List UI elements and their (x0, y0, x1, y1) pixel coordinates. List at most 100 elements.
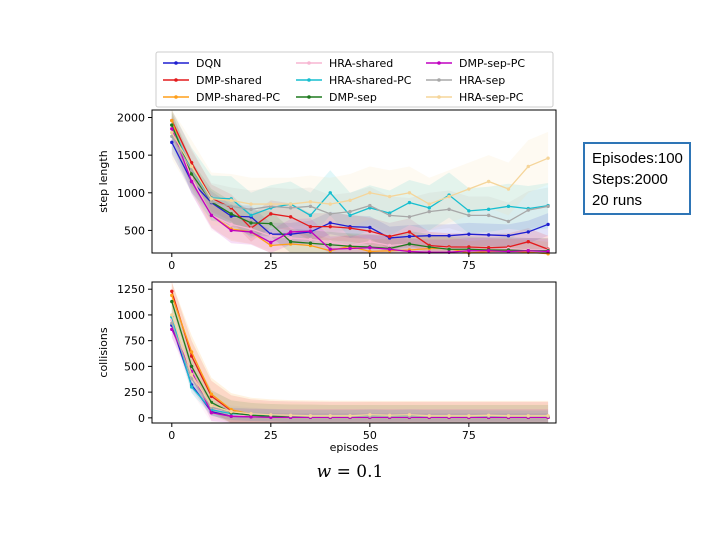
point-dqn (447, 233, 451, 238)
point-hra-sep-pc (427, 202, 431, 206)
point-dmp-shared (189, 160, 194, 165)
point-hra-shared (229, 222, 233, 227)
x-tick-label: 25 (264, 259, 278, 272)
point-hra-sep-pc (486, 413, 491, 417)
y-axis-label: step length (97, 150, 110, 212)
axes-frame (151, 109, 557, 254)
point-hra-sep-pc (546, 156, 550, 160)
band-dmp-sep-pc (171, 321, 549, 423)
point-dmp-sep (447, 247, 451, 251)
point-hra-sep-pc (447, 414, 451, 418)
point-dmp-sep (170, 299, 174, 304)
point-hra-sep (506, 219, 511, 224)
point-hra-sep-pc (387, 413, 392, 417)
point-dmp-sep-pc (209, 411, 214, 415)
point-hra-sep-pc (308, 414, 313, 418)
info-box: Episodes:100 Steps:2000 20 runs (583, 142, 691, 215)
point-dqn (486, 233, 491, 237)
point-hra-sep-pc (506, 414, 511, 418)
point-dmp-sep-pc (269, 240, 273, 245)
band-hra-sep (171, 316, 549, 423)
legend-marker-dmp-sep (307, 95, 311, 99)
point-dmp-sep (189, 172, 194, 176)
legend-marker-dmp-shared-pc (174, 95, 178, 99)
point-hra-sep (467, 213, 471, 218)
point-hra-sep-pc (348, 414, 352, 418)
point-hra-shared-pc (467, 209, 471, 213)
legend-frame (155, 51, 554, 108)
point-dmp-shared (308, 224, 313, 229)
point-dqn (427, 233, 431, 238)
band-dqn (171, 321, 549, 422)
point-dmp-sep-pc (189, 179, 194, 184)
point-dmp-sep-pc (249, 415, 253, 419)
point-dqn (546, 222, 550, 227)
point-hra-shared-pc (486, 207, 491, 212)
point-dmp-shared (328, 224, 332, 229)
point-hra-sep-pc (368, 191, 372, 195)
point-dmp-sep-pc (209, 213, 214, 218)
point-hra-sep (308, 204, 313, 209)
point-dmp-sep-pc (486, 249, 491, 253)
point-hra-shared (269, 233, 273, 238)
y-tick-label: 0 (138, 412, 145, 425)
point-hra-sep-pc (170, 313, 174, 317)
collisions-chart: 0 25 50 75025050075010001250collisionsepiso… (97, 281, 557, 454)
point-dmp-sep (427, 245, 431, 249)
point-dqn (467, 232, 471, 236)
band-dmp-shared (171, 282, 549, 423)
point-hra-sep-pc (189, 164, 194, 169)
legend-marker-dqn (174, 61, 178, 65)
series-line-dmp-shared (171, 120, 549, 250)
band-hra-shared (171, 304, 549, 423)
point-hra-shared-pc (328, 191, 332, 195)
series-line-hra-sep-pc (171, 132, 549, 205)
point-dmp-sep-pc (249, 230, 253, 234)
point-dmp-sep-pc (387, 247, 392, 251)
point-dmp-sep (170, 123, 174, 127)
point-dqn (526, 230, 530, 234)
point-dmp-sep-pc (229, 414, 233, 419)
point-hra-sep-pc (328, 202, 332, 206)
point-hra-sep-pc (229, 409, 233, 414)
x-tick-label: 50 (363, 259, 377, 272)
point-dmp-sep (189, 364, 194, 369)
point-dmp-shared (170, 289, 174, 293)
y-tick-label: 500 (124, 224, 145, 237)
point-hra-sep-pc (467, 414, 471, 418)
point-dmp-shared-pc (189, 350, 194, 354)
point-hra-sep (189, 168, 194, 172)
point-hra-sep-pc (368, 413, 372, 417)
x-tick-label: 75 (462, 259, 476, 272)
point-hra-shared-pc (407, 200, 412, 205)
point-hra-sep (387, 213, 392, 218)
legend-marker-hra-sep (437, 78, 441, 82)
point-hra-sep (486, 213, 491, 218)
point-hra-sep-pc (229, 198, 233, 203)
point-hra-sep-pc (288, 202, 293, 206)
point-dmp-sep-pc (506, 249, 511, 254)
point-dmp-sep-pc (170, 127, 174, 131)
point-hra-shared-pc (348, 213, 352, 218)
point-dmp-sep (328, 243, 332, 247)
point-hra-sep (170, 134, 174, 139)
point-hra-sep-pc (387, 194, 392, 199)
point-dmp-sep-pc (546, 249, 550, 254)
series-line-hra-sep-pc (171, 314, 549, 417)
legend-marker-dmp-sep-pc (437, 61, 441, 65)
series-line-dmp-sep (171, 124, 549, 252)
point-hra-shared (249, 227, 253, 231)
point-dmp-shared-pc (209, 392, 214, 396)
y-tick-label: 250 (124, 386, 145, 399)
point-hra-sep-pc (348, 198, 352, 203)
point-dqn (368, 225, 372, 230)
caption-variable: w (316, 462, 332, 482)
y-tick-label: 1250 (117, 283, 145, 296)
point-hra-sep-pc (427, 414, 431, 418)
point-dmp-sep (407, 242, 412, 246)
legend-marker-hra-shared-pc (307, 78, 311, 82)
point-hra-sep (189, 377, 194, 381)
legend-label-dqn: DQN (196, 57, 221, 70)
point-hra-shared (368, 240, 372, 244)
info-runs: 20 runs (592, 192, 643, 209)
